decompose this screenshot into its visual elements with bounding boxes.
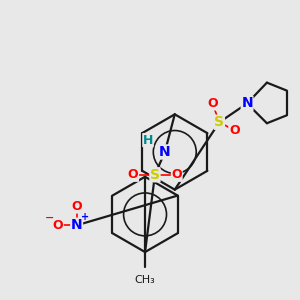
Text: O: O [52, 219, 63, 232]
Text: S: S [214, 115, 224, 129]
Text: S: S [150, 168, 160, 182]
Text: O: O [171, 168, 182, 181]
Text: CH₃: CH₃ [135, 275, 155, 285]
Text: N: N [159, 145, 171, 159]
Text: −: − [45, 212, 55, 222]
Text: N: N [241, 96, 253, 110]
Text: +: + [80, 212, 89, 222]
Text: O: O [229, 124, 239, 137]
Text: N: N [71, 218, 82, 232]
Text: O: O [207, 97, 218, 110]
Text: O: O [128, 168, 139, 181]
Text: O: O [71, 200, 82, 213]
Text: H: H [143, 134, 153, 147]
